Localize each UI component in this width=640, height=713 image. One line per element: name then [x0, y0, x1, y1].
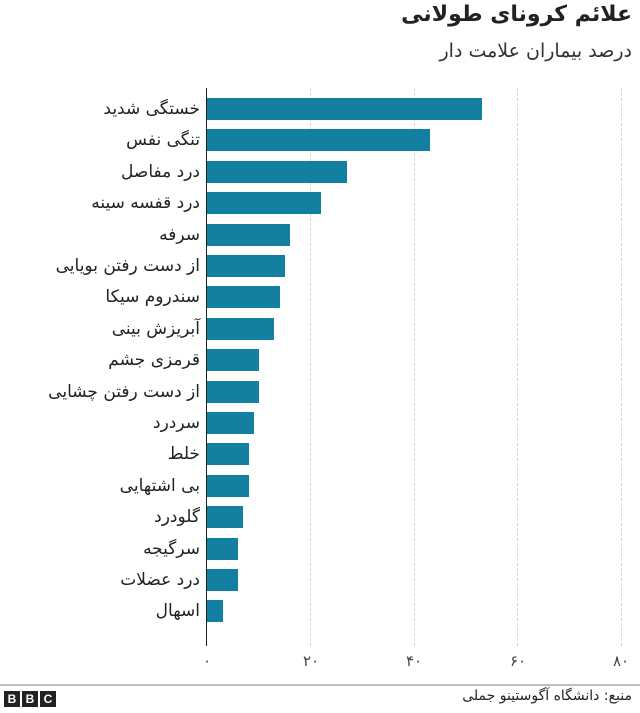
category-label: بی اشتهایی	[119, 476, 200, 496]
bbc-logo: B B C	[4, 691, 56, 707]
bbc-logo-b2: B	[22, 691, 38, 707]
bar	[207, 475, 249, 497]
bar	[207, 224, 290, 246]
category-label: قرمزی جشم	[108, 350, 200, 370]
footer-divider	[0, 684, 640, 686]
bar	[207, 443, 249, 465]
bar	[207, 600, 223, 622]
category-label: تنگی نفس	[126, 130, 200, 150]
category-label: اسهال	[155, 601, 200, 621]
bar	[207, 98, 482, 120]
category-label: آبریزش بینی	[111, 319, 200, 339]
bar	[207, 286, 280, 308]
x-tick-0: ۰	[202, 652, 212, 670]
bbc-logo-c: C	[40, 691, 56, 707]
bar	[207, 192, 321, 214]
source-note: منبع: دانشگاه آگوستینو جملی	[462, 688, 632, 704]
category-label: سرفه	[159, 225, 200, 245]
gridline-80	[621, 88, 622, 646]
category-label: سرگیجه	[143, 539, 200, 559]
category-label: خستگی شدید	[103, 99, 200, 119]
category-label: از دست رفتن چشایی	[48, 382, 200, 402]
x-tick-20: ۲۰	[302, 652, 320, 670]
bar	[207, 538, 238, 560]
y-axis-line	[206, 88, 207, 646]
chart-title: علائم کرونای طولانی	[401, 2, 632, 27]
bar	[207, 381, 259, 403]
category-label: گلودرد	[154, 507, 200, 527]
gridline-60	[517, 88, 518, 646]
bar	[207, 129, 430, 151]
chart-subtitle: درصد بیماران علامت دار	[439, 40, 633, 62]
category-label: سندروم سیکا	[105, 287, 200, 307]
x-tick-40: ۴۰	[405, 652, 423, 670]
category-label: خلط	[167, 444, 200, 464]
gridline-20	[310, 88, 311, 646]
bar	[207, 569, 238, 591]
bar	[207, 161, 347, 183]
x-tick-80: ۸۰	[612, 652, 630, 670]
bar	[207, 412, 254, 434]
gridline-40	[414, 88, 415, 646]
category-label: درد مفاصل	[121, 162, 200, 182]
category-label: درد عضلات	[120, 570, 200, 590]
bar	[207, 349, 259, 371]
category-label: درد قفسه سینه	[91, 193, 200, 213]
category-label: سردرد	[153, 413, 200, 433]
category-label: از دست رفتن بویایی	[55, 256, 200, 276]
bar	[207, 318, 274, 340]
bar	[207, 255, 285, 277]
x-tick-60: ۶۰	[509, 652, 527, 670]
bar	[207, 506, 243, 528]
bbc-logo-b1: B	[4, 691, 20, 707]
